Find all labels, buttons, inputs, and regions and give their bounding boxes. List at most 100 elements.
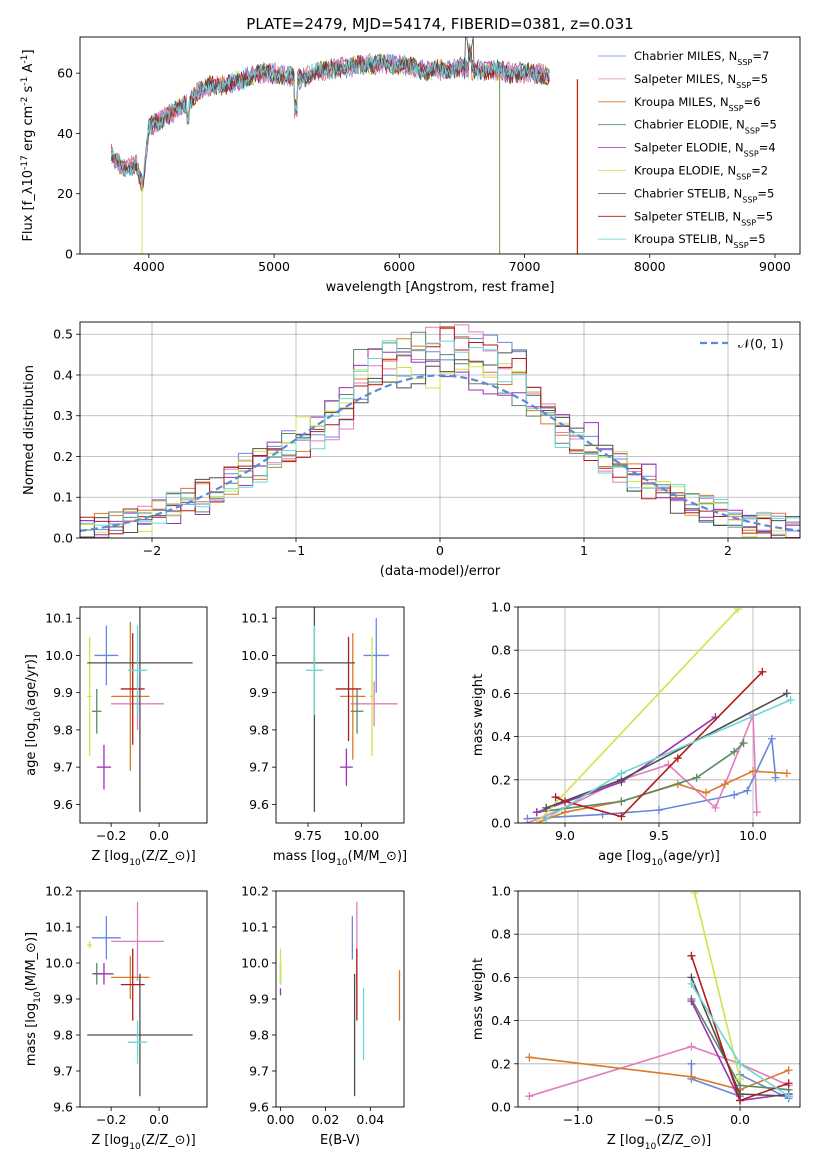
legend-label-0: Chabrier MILES, NSSP=7 <box>634 49 769 67</box>
weight-marker-chabrier-miles <box>687 1059 696 1068</box>
y-tick-label: 0.5 <box>53 327 73 342</box>
panel-mass-weight-vs-z: −1.0 −0.5 0.0 0.0 0.2 0.4 0.6 0.8 1.0 Z [log10(Z/… <box>471 884 801 1152</box>
x-tick-label: 4000 <box>133 259 165 274</box>
plot-area <box>110 37 579 254</box>
x-axis-label: (data-model)/error <box>380 564 501 579</box>
spectrum-emission-line <box>464 37 475 80</box>
weight-marker-salpeter-stelib <box>561 797 569 806</box>
y-axis-label: mass [log10(M/M_⊙)] <box>24 932 43 1066</box>
x-tick-label: 6000 <box>383 259 415 274</box>
x-tick-label: 5000 <box>258 259 290 274</box>
x-tick-label: 1 <box>580 543 588 558</box>
weight-marker-kroupa-stelib <box>736 1059 745 1068</box>
weight-marker-salpeter-stelib <box>687 951 696 960</box>
y-tick-label: 0.8 <box>491 927 511 942</box>
x-axis-label: age [log10(age/yr)] <box>598 849 720 868</box>
axes-frame <box>79 890 208 1108</box>
weight-marker-kroupa-miles <box>687 1072 696 1081</box>
weight-marker-salpeter-miles <box>523 819 532 823</box>
weight-marker-salpeter-stelib <box>758 667 767 676</box>
y-tick-label: 9.6 <box>249 797 269 812</box>
x-axis-label: Z [log10(Z/Z_⊙)] <box>91 1133 195 1152</box>
y-tick-label: 0.3 <box>53 408 73 423</box>
x-tick-label: −0.2 <box>96 1112 126 1127</box>
weight-marker-kroupa-miles <box>784 1066 793 1075</box>
x-tick-label: −0.5 <box>644 1112 674 1127</box>
normal-reference-curve <box>80 374 800 532</box>
x-tick-label: 9.5 <box>649 828 669 843</box>
weight-marker-kroupa-miles <box>702 788 710 797</box>
weight-marker-salpeter-miles <box>711 803 720 812</box>
legend-label-6: Chabrier STELIB, NSSP=5 <box>634 186 774 204</box>
weight-marker-salpeter-stelib <box>617 812 626 821</box>
y-tick-label: 0 <box>65 247 73 262</box>
weight-marker-kroupa-miles <box>782 769 791 778</box>
y-tick-label: 9.9 <box>53 992 73 1007</box>
x-tick-label: 0.0 <box>149 828 169 843</box>
y-tick-label: 60 <box>57 66 73 81</box>
y-tick-label: 9.8 <box>53 1028 73 1043</box>
y-tick-label: 10.2 <box>241 884 269 899</box>
y-tick-label: 10.1 <box>45 920 73 935</box>
weight-line-salpeter-miles <box>529 1045 790 1097</box>
y-tick-label: 9.8 <box>53 722 73 737</box>
legend-normal-label: 𝒩(0, 1) <box>738 336 784 351</box>
y-tick-label: 40 <box>57 126 73 141</box>
legend-label-1: Salpeter MILES, NSSP=5 <box>634 72 768 90</box>
weight-marker-chabrier-miles <box>771 773 780 782</box>
weight-marker-kroupa-miles <box>561 808 569 817</box>
legend-label-5: Kroupa ELODIE, NSSP=2 <box>634 164 768 182</box>
plot-area <box>87 607 193 812</box>
weight-marker-salpeter-miles <box>687 1042 696 1051</box>
x-axis-label: wavelength [Angstrom, rest frame] <box>326 280 555 295</box>
weight-marker-chabrier-stelib <box>782 689 791 698</box>
x-tick-label: −1 <box>287 543 305 558</box>
y-tick-label: 10.2 <box>45 884 73 899</box>
panel-age-vs-z: −0.2 0.0 9.6 9.7 9.8 9.9 10.0 10.1 Z [log10(Z/Z_… <box>24 606 208 868</box>
weight-marker-salpeter-stelib <box>784 1079 793 1088</box>
y-tick-label: 0.8 <box>491 643 511 658</box>
weight-marker-chabrier-elodie <box>692 773 701 782</box>
x-tick-label: 0.00 <box>267 1112 295 1127</box>
y-tick-label: 9.7 <box>249 1064 269 1079</box>
weight-marker-chabrier-miles <box>743 786 752 795</box>
axes-frame <box>275 606 405 824</box>
weight-marker-kroupa-elodie <box>736 1074 745 1083</box>
legend-label-7: Salpeter STELIB, NSSP=5 <box>634 209 773 227</box>
weight-marker-kroupa-stelib <box>687 979 696 988</box>
x-tick-label: 10.00 <box>343 828 379 843</box>
weight-marker-kroupa-stelib <box>617 769 626 778</box>
weight-marker-kroupa-miles <box>525 1053 534 1062</box>
x-tick-label: 0.02 <box>311 1112 339 1127</box>
x-axis-label: E(B-V) <box>320 1133 360 1148</box>
y-tick-label: 20 <box>57 186 73 201</box>
x-axis-label: Z [log10(Z/Z_⊙)] <box>91 849 195 868</box>
y-tick-label: 9.8 <box>249 722 269 737</box>
x-tick-label: 7000 <box>509 259 541 274</box>
y-axis-label: Normed distribution <box>22 365 37 495</box>
plot-area <box>523 607 795 823</box>
weight-line-salpeter-elodie <box>536 716 716 813</box>
panel-age-vs-mass: 9.75 10.00 9.6 9.7 9.8 9.9 10.0 10.1 mass [log10… <box>241 606 407 868</box>
weight-marker-salpeter-stelib <box>551 793 560 802</box>
legend-label-2: Kroupa MILES, NSSP=6 <box>634 95 761 113</box>
weight-marker-salpeter-miles <box>525 1092 534 1101</box>
y-tick-label: 0.1 <box>53 490 73 505</box>
y-tick-label: 0.6 <box>491 970 511 985</box>
y-tick-label: 9.7 <box>53 760 73 775</box>
plot-area <box>525 891 793 1105</box>
weight-marker-chabrier-stelib <box>542 803 551 812</box>
spectrum-line-kroupa-stelib <box>110 50 550 182</box>
x-tick-label: 0 <box>436 543 444 558</box>
y-tick-label: 0.0 <box>491 816 511 831</box>
x-tick-label: 9.75 <box>294 828 322 843</box>
y-tick-label: 0.2 <box>491 772 511 787</box>
y-axis-label: mass weight <box>471 674 486 756</box>
y-tick-label: 0.2 <box>53 449 73 464</box>
y-tick-label: 0.0 <box>491 1100 511 1115</box>
plot-area <box>80 324 800 538</box>
y-axis-label: age [log10(age/yr)] <box>24 654 43 776</box>
x-tick-label: 9000 <box>759 259 791 274</box>
y-tick-label: 9.6 <box>53 1100 73 1115</box>
